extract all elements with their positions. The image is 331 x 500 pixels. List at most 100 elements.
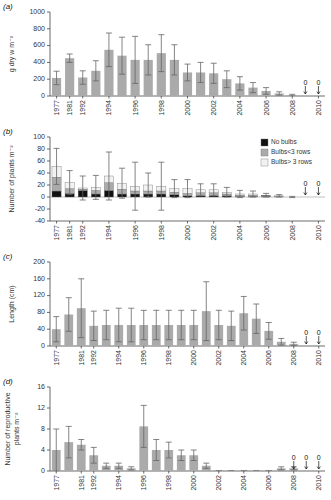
error-bar [216, 471, 222, 472]
error-bar [198, 184, 204, 196]
zero-arrow [305, 336, 308, 344]
x-tick [93, 471, 94, 474]
error-bar [278, 338, 284, 345]
annotation: 0 [303, 79, 307, 86]
y-axis-label: Number of plants m⁻² [8, 145, 16, 213]
x-tick-label: 1996 [132, 225, 139, 241]
y-tick [47, 173, 50, 174]
x-tick [168, 471, 169, 474]
error-bar [276, 195, 282, 197]
x-tick [243, 471, 244, 474]
panel: -40-200204060801001977198119921994199619… [3, 127, 325, 241]
error-bar [153, 310, 159, 339]
error-bar [93, 175, 99, 199]
error-bar [224, 187, 230, 197]
error-bar [211, 184, 217, 196]
error-bar [93, 61, 99, 81]
x-tick-label: 1981 [66, 100, 73, 116]
y-tick-label: 600 [33, 41, 45, 48]
x-tick [318, 221, 319, 224]
y-tick [47, 45, 50, 46]
x-tick [239, 221, 240, 224]
y-axis-label: Number of reproductive [4, 392, 12, 465]
x-tick [135, 221, 136, 224]
y-tick-label: 20 [37, 181, 45, 188]
bar [264, 471, 273, 472]
error-bar [166, 310, 172, 339]
x-tick-label: 1994 [115, 350, 122, 366]
error-bar [211, 63, 217, 83]
error-bar [141, 405, 147, 447]
x-tick [135, 96, 136, 99]
y-tick-label: 1000 [29, 8, 45, 15]
bar-segment [275, 195, 284, 197]
error-bar [178, 310, 184, 339]
x-tick [82, 96, 83, 99]
x-tick-label: 2008 [290, 350, 297, 366]
error-bar [263, 88, 269, 95]
x-tick [218, 346, 219, 349]
x-tick-label: 2006 [263, 100, 270, 116]
y-axis [50, 12, 51, 96]
error-bar [141, 310, 147, 339]
marks [52, 148, 295, 210]
error-bar [158, 162, 164, 210]
x-tick-label: 1981 [66, 225, 73, 241]
error-bar [191, 450, 197, 461]
x-tick [56, 96, 57, 99]
error-bar [253, 471, 259, 472]
x-tick-label: 1994 [115, 475, 122, 491]
x-tick-label: 2004 [236, 225, 243, 241]
error-bar [278, 467, 284, 470]
x-tick [161, 221, 162, 224]
x-tick-label: 1977 [53, 350, 60, 366]
x-tick [69, 221, 70, 224]
x-tick [243, 346, 244, 349]
x-tick [292, 96, 293, 99]
panel: 0200400600800100019771981199219941996199… [3, 2, 325, 116]
x-tick-label: 2000 [190, 475, 197, 491]
x-tick-label: 1992 [79, 225, 86, 241]
error-bar [276, 92, 282, 95]
y-tick-label: 0 [41, 193, 45, 200]
error-bar [53, 317, 59, 342]
x-tick-label: 1996 [140, 350, 147, 366]
error-bar [171, 45, 177, 75]
error-bar [203, 463, 209, 468]
legend: No bulbsBulbs<3 rowsBulbs> 3 rows [261, 138, 313, 166]
x-tick-label: 2008 [289, 225, 296, 241]
error-bar [119, 168, 125, 198]
x-tick [56, 221, 57, 224]
y-tick-label: 8 [41, 425, 45, 432]
x-tick-label: 1992 [90, 350, 97, 366]
x-tick-label: 2006 [265, 350, 272, 366]
x-tick [187, 221, 188, 224]
x-tick [268, 471, 269, 474]
legend-swatch [261, 149, 268, 156]
y-tick-label: 16 [37, 383, 45, 390]
x-tick-label: 1994 [105, 100, 112, 116]
y-tick [47, 12, 50, 13]
x-tick [193, 471, 194, 474]
x-tick-label: 2002 [210, 100, 217, 116]
marks [52, 405, 298, 471]
error-bar [237, 77, 243, 90]
y-tick [47, 161, 50, 162]
zero-arrow [317, 336, 320, 344]
bar-segment [288, 197, 297, 198]
error-bar [128, 308, 134, 342]
x-tick [293, 346, 294, 349]
y-axis-label: Length (cm) [8, 285, 16, 322]
x-tick-label: 1998 [165, 350, 172, 366]
x-tick-label: 1994 [105, 225, 112, 241]
x-tick [56, 471, 57, 474]
y-tick [47, 429, 50, 430]
y-tick [47, 262, 50, 263]
error-bar [253, 304, 259, 333]
error-bar [67, 54, 73, 62]
error-bar [228, 471, 234, 472]
x-tick-label: 2002 [215, 475, 222, 491]
x-tick [213, 221, 214, 224]
x-tick-label: 2000 [184, 225, 191, 241]
x-tick-label: 2008 [290, 475, 297, 491]
